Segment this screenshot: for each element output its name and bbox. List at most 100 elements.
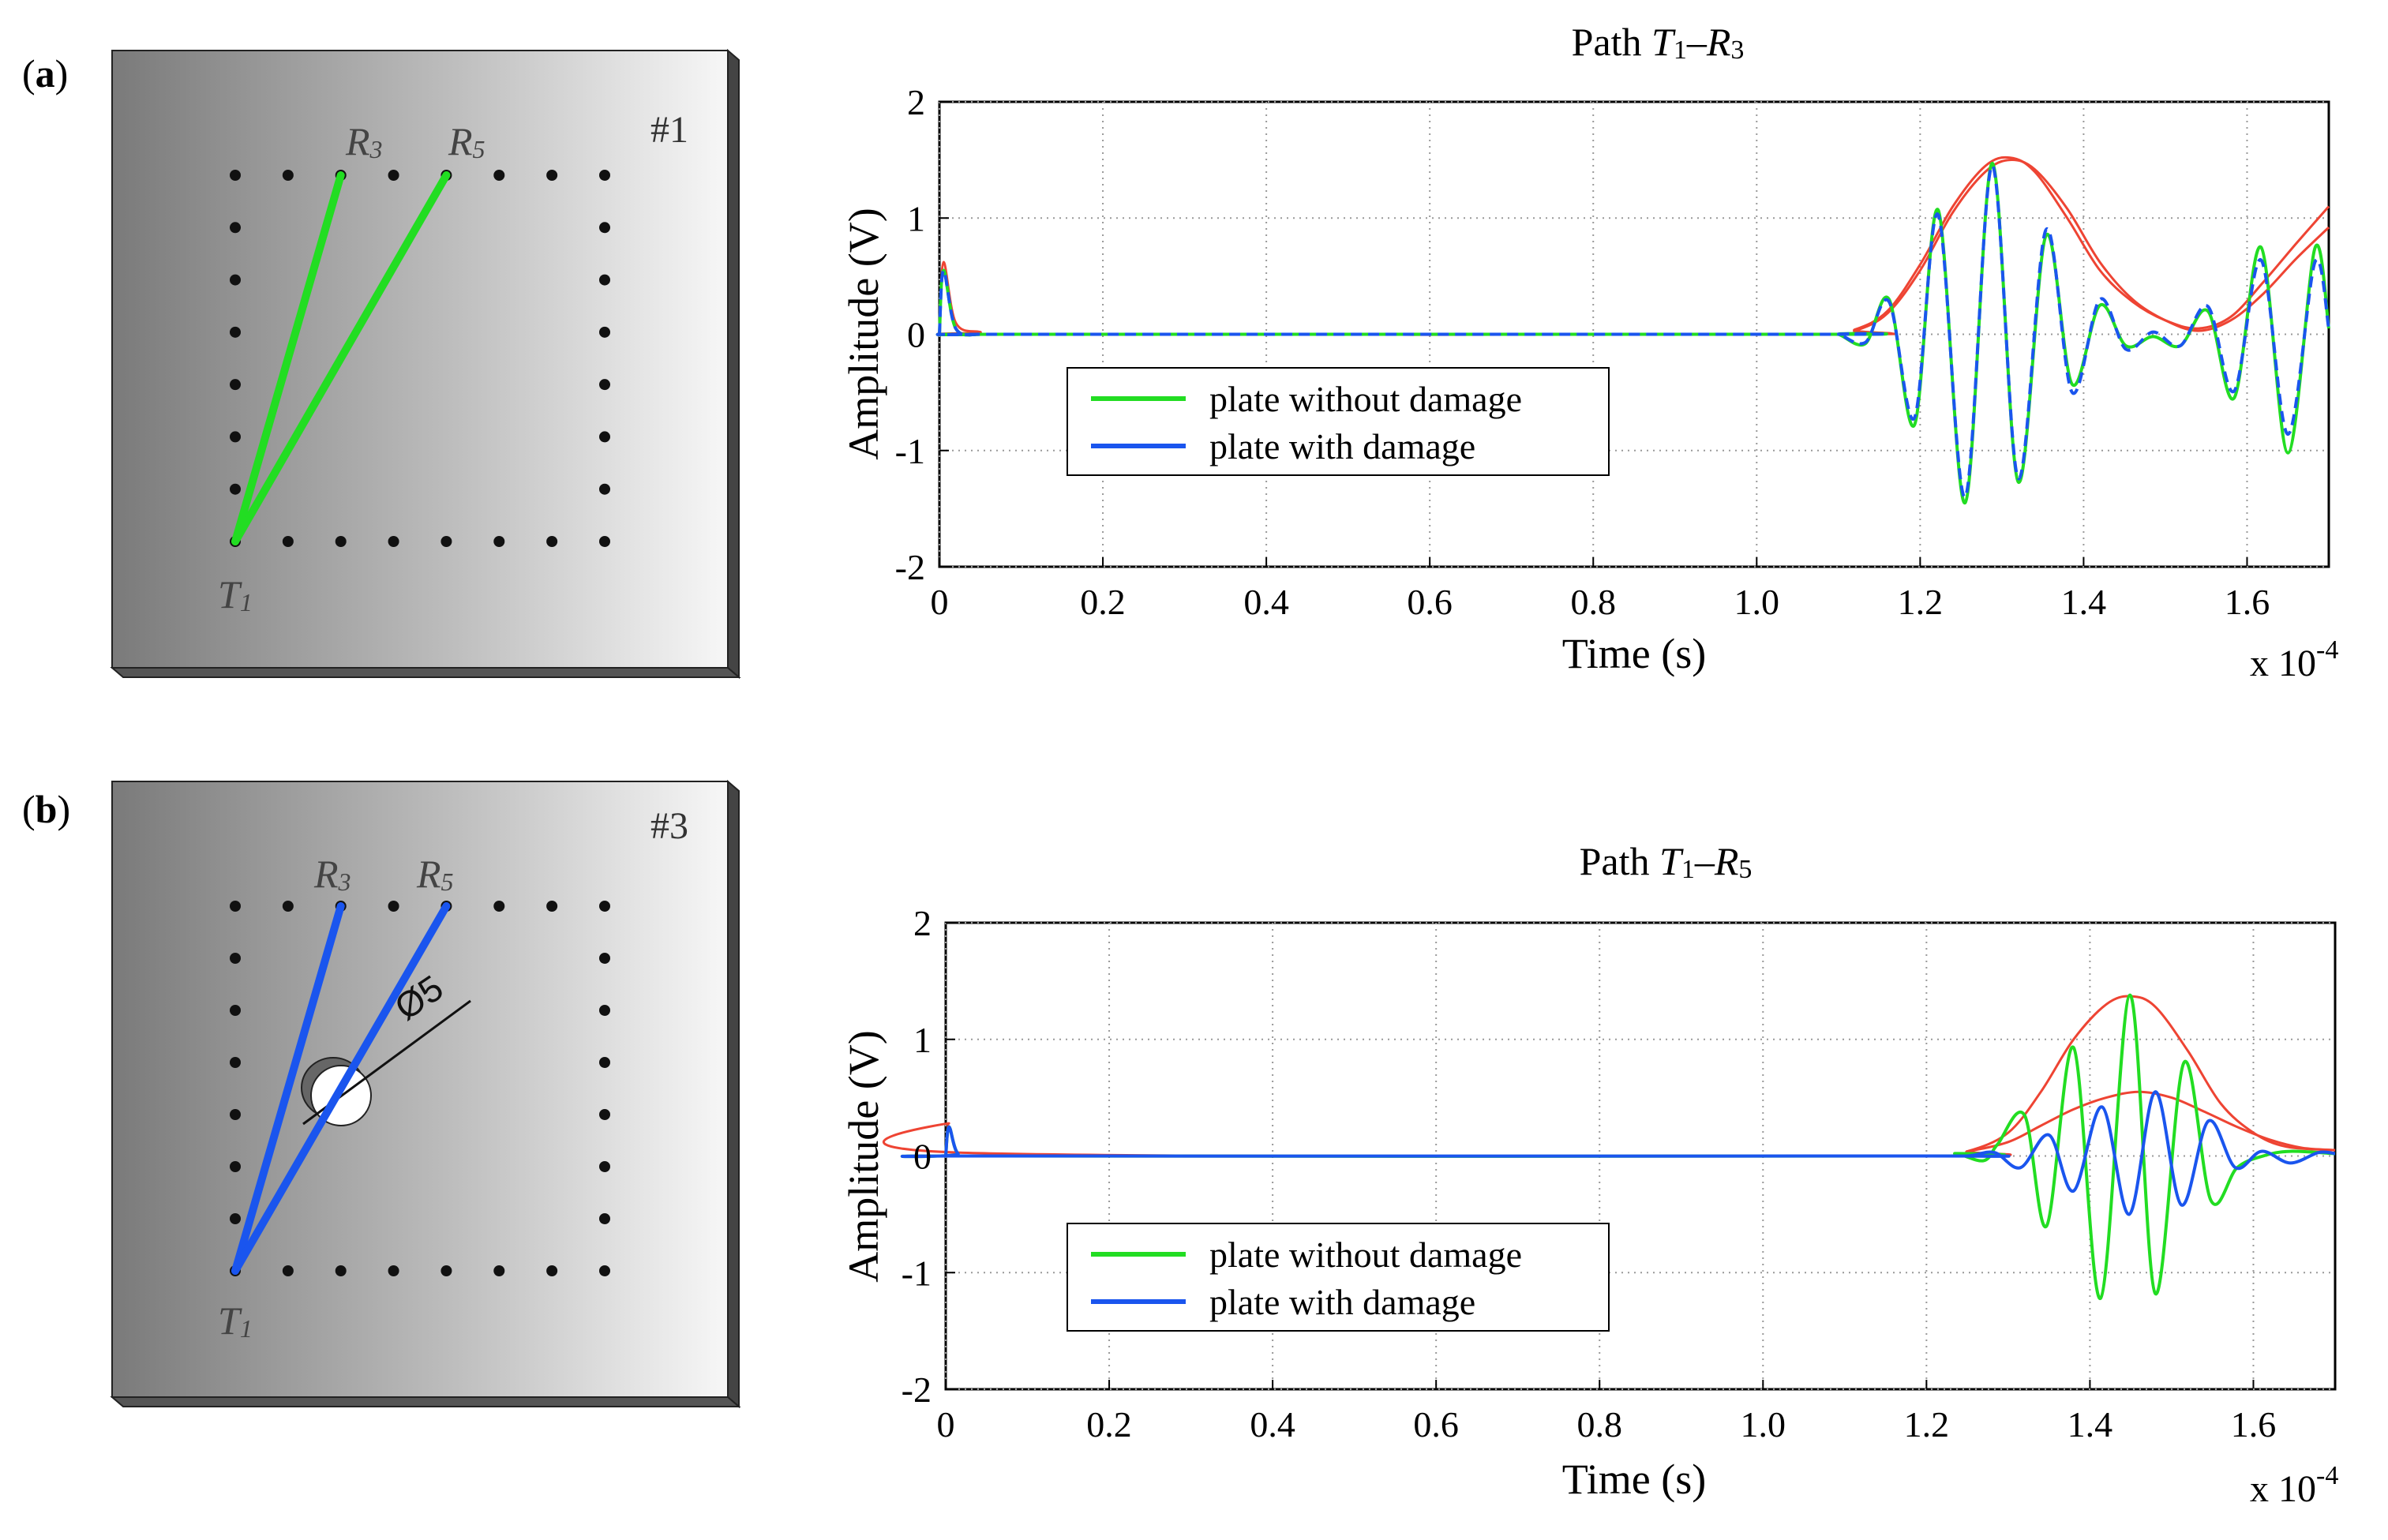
sensor-dot: [546, 1265, 558, 1276]
sensor-dot: [230, 1213, 241, 1224]
x-axis-multiplier: x 10-4: [2250, 1461, 2338, 1510]
sensor-dot: [282, 536, 294, 547]
legend-entry-damage: plate with damage: [1209, 1282, 1475, 1322]
tick-labels: 0 0.2 0.4 0.6 0.8 1.0 1.2 1.4 1.6 -2 -1 0 1 2: [902, 903, 2277, 1444]
plate-a-id: #1: [650, 109, 688, 151]
sensor-dot: [599, 483, 610, 495]
plate-a-face: [111, 50, 729, 669]
chart-title: Path T1–R5: [1580, 839, 1753, 884]
sensor-dot: [546, 901, 558, 912]
plate-b-wave-paths: [231, 902, 451, 1275]
sensor-dot: [230, 953, 241, 964]
tick-labels: 0 0.2 0.4 0.6 0.8 1.0 1.2 1.4 1.6 -2 -1 0 1 2: [895, 82, 2270, 622]
sensor-dot: [546, 536, 558, 547]
x-tick-label: 1.0: [1734, 582, 1780, 622]
chart-path-t1-r3: Path T1–R3 0 0.2 0.4 0.6 0.8 1.0 1.2 1.4 1.6 -2 -1…: [840, 20, 2338, 684]
sensor-dot: [335, 536, 347, 547]
x-axis-label: Time (s): [1562, 1456, 1707, 1503]
wave-path-line: [231, 902, 451, 1275]
panel-a-label: (a): [22, 51, 68, 96]
sensor-dot: [440, 1265, 452, 1276]
panel-a-plate-diagram: (a) #1 R3 R5 T1: [22, 48, 741, 680]
x-tick-label: 0.6: [1407, 582, 1453, 622]
series-line-envelope-with-damage: [939, 159, 2330, 336]
sensor-dot: [599, 953, 610, 964]
sensor-dot: [335, 1265, 347, 1276]
sensor-dot: [230, 326, 241, 338]
x-tick-label: 0.2: [1080, 582, 1126, 622]
chart-path-t1-r5: Path T1–R5 0 0.2 0.4 0.6 0.8 1.0 1.2 1.4 1.6 -2 -1…: [840, 839, 2338, 1510]
y-tick-label: 0: [907, 315, 925, 355]
sensor-dot: [546, 170, 558, 181]
sensor-dot: [388, 536, 399, 547]
x-tick-label: 0: [937, 1404, 955, 1444]
sensor-dot: [599, 1213, 610, 1224]
y-tick-label: -1: [895, 431, 925, 471]
x-tick-label: 1.6: [2225, 582, 2270, 622]
legend: plate without damage plate with damage: [1067, 367, 1610, 476]
x-tick-label: 1.4: [2067, 1404, 2113, 1444]
x-tick-label: 0.8: [1570, 582, 1616, 622]
y-tick-label: 2: [907, 82, 925, 122]
sensor-dot: [388, 170, 399, 181]
receiver-r3-label: R3: [345, 119, 383, 163]
sensor-dot: [230, 379, 241, 391]
x-tick-label: 1.2: [1898, 582, 1944, 622]
legend-entry-no-damage: plate without damage: [1209, 379, 1522, 419]
legend-box: [1067, 1223, 1610, 1332]
plate-a-side-edge: [727, 48, 740, 680]
series-layer: [935, 155, 2330, 505]
x-tick-label: 0.2: [1086, 1404, 1132, 1444]
y-tick-label: 2: [913, 903, 932, 943]
plate-b-id: #3: [650, 805, 688, 847]
sensor-dot: [599, 379, 610, 391]
sensor-dot: [230, 1109, 241, 1120]
sensor-dot: [599, 326, 610, 338]
y-tick-label: 1: [913, 1020, 932, 1060]
series-line-plate-with-damage: [935, 163, 2330, 499]
plate-a-wave-paths: [231, 171, 451, 545]
sensor-dot: [493, 170, 505, 181]
y-axis-label: Amplitude (V): [840, 1030, 887, 1282]
sensor-dot: [599, 1057, 610, 1068]
sensor-dot: [230, 1005, 241, 1016]
sensor-dot: [599, 274, 610, 286]
transmitter-t1-label: T1: [218, 572, 253, 616]
sensor-dot: [599, 1005, 610, 1016]
legend-box: [1067, 367, 1610, 476]
sensor-dot: [493, 1265, 505, 1276]
sensor-dot: [230, 431, 241, 443]
sensor-dot: [599, 222, 610, 234]
series-line-plate-without-damage: [935, 161, 2330, 505]
chart-title: Path T1–R3: [1572, 20, 1745, 65]
sensor-dot: [388, 1265, 399, 1276]
legend-entry-no-damage: plate without damage: [1209, 1235, 1522, 1275]
sensor-dot: [599, 1109, 610, 1120]
sensor-dot: [282, 170, 294, 181]
sensor-dot: [230, 901, 241, 912]
sensor-dot: [388, 901, 399, 912]
x-tick-label: 0: [931, 582, 949, 622]
receiver-r3-label: R3: [313, 852, 351, 896]
x-axis-multiplier: x 10-4: [2250, 635, 2338, 684]
legend-entry-damage: plate with damage: [1209, 426, 1475, 466]
plate-b-face: [111, 781, 729, 1398]
legend: plate without damage plate with damage: [1067, 1223, 1610, 1332]
plate-b-side-edge: [727, 779, 740, 1409]
sensor-dot: [599, 536, 610, 547]
sensor-dot: [230, 1161, 241, 1172]
y-tick-label: -1: [902, 1253, 932, 1293]
sensor-dot: [599, 431, 610, 443]
x-tick-label: 1.0: [1741, 1404, 1786, 1444]
sensor-dot: [230, 1057, 241, 1068]
y-tick-label: -2: [902, 1370, 932, 1410]
transmitter-t1-label: T1: [218, 1298, 253, 1343]
sensor-dot: [230, 483, 241, 495]
x-tick-label: 1.2: [1904, 1404, 1950, 1444]
x-tick-label: 0.4: [1250, 1404, 1295, 1444]
sensor-dot: [230, 274, 241, 286]
sensor-dot: [230, 222, 241, 234]
sensor-dot: [599, 170, 610, 181]
sensor-dot: [230, 170, 241, 181]
